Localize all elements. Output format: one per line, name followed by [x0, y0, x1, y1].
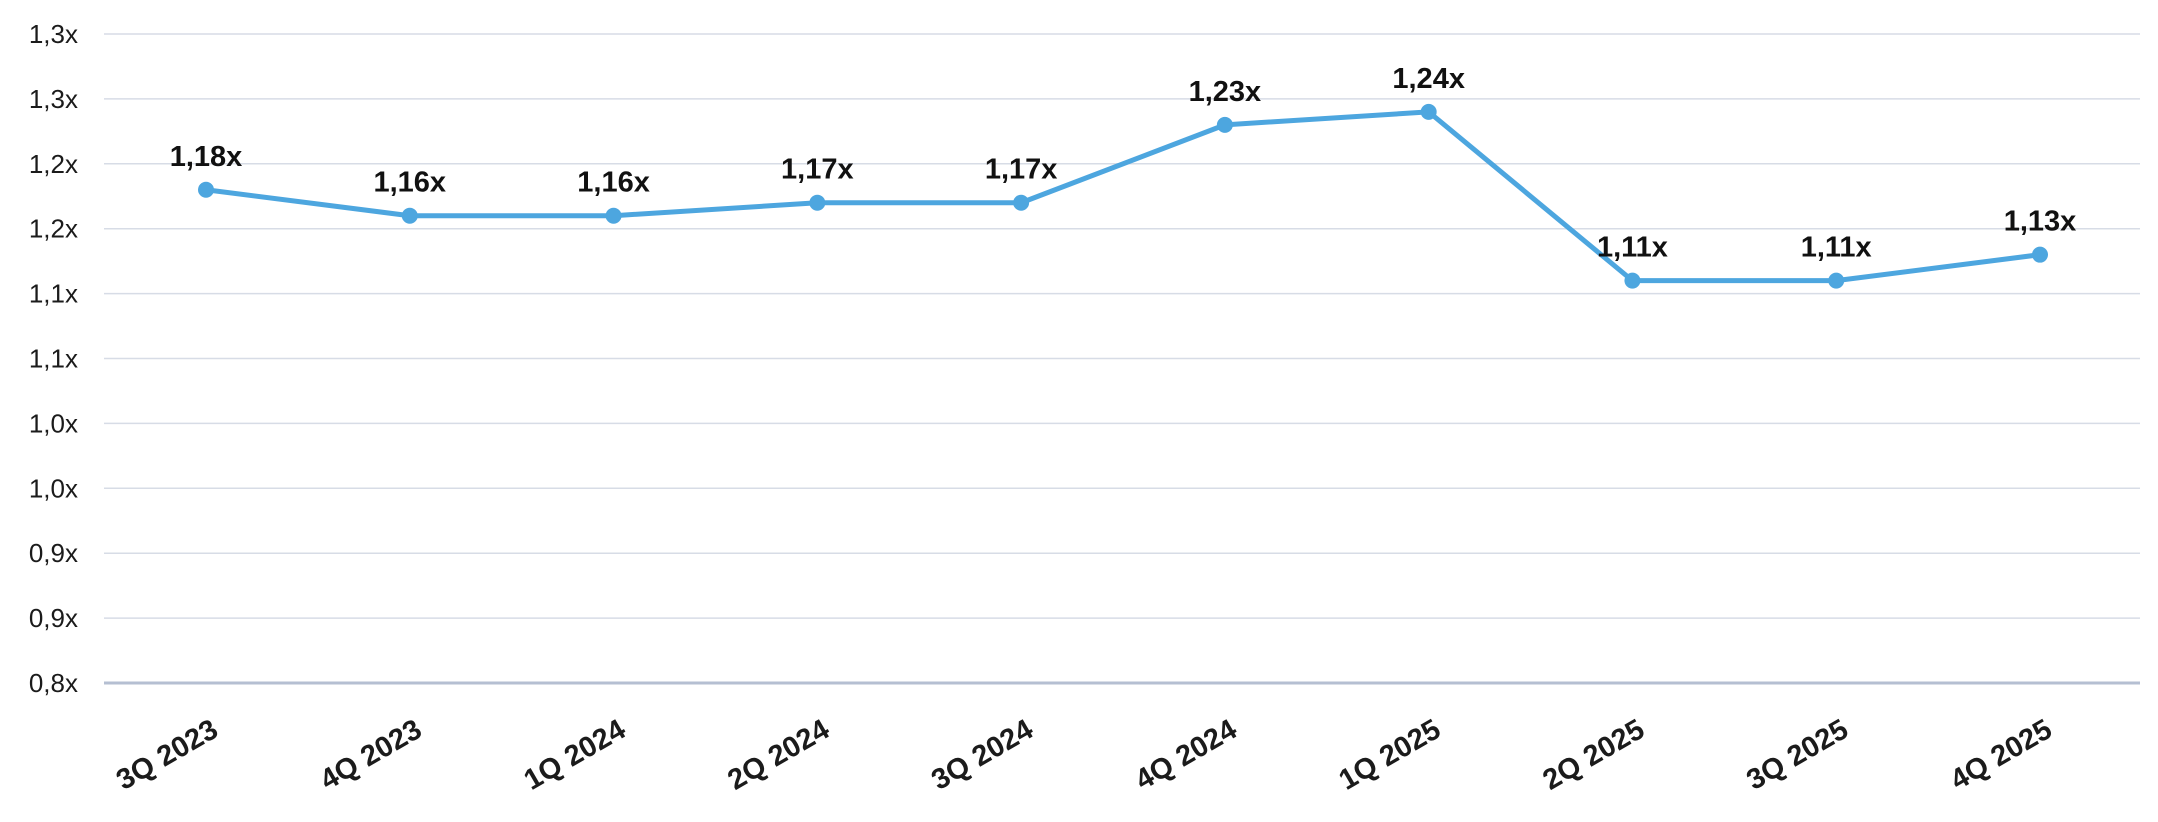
y-tick-label: 1,0x — [29, 473, 78, 503]
data-point — [809, 194, 826, 211]
data-point — [1624, 272, 1641, 289]
y-tick-label: 1,0x — [29, 408, 78, 438]
grid-layer — [104, 33, 2140, 619]
x-tick-label: 2Q 2024 — [722, 713, 834, 796]
y-tick-label: 0,8x — [29, 668, 78, 698]
data-point — [1216, 116, 1233, 133]
x-tick-label: 4Q 2023 — [315, 713, 427, 796]
x-tick-label: 3Q 2025 — [1741, 713, 1853, 796]
axis-layer: 0,8x 0,9x 0,9x 1,0x 1,0x 1,1x 1,1x 1,2x 1,2x 1,3x… — [29, 19, 2140, 797]
data-point — [605, 207, 622, 224]
data-label: 1,18x — [170, 141, 243, 173]
label-layer: 1,18x 1,16x 1,16x 1,17x 1,17x 1,23x 1,24x 1,11x… — [170, 63, 2077, 264]
y-tick-label: 1,1x — [29, 344, 78, 374]
series-line — [203, 109, 2043, 284]
y-tick-label: 0,9x — [29, 538, 78, 568]
x-tick-label: 4Q 2025 — [1945, 713, 2057, 796]
y-tick-label: 1,2x — [29, 149, 78, 179]
y-tick-label: 0,9x — [29, 603, 78, 633]
x-tick-label: 1Q 2024 — [519, 713, 631, 796]
data-label: 1,11x — [1597, 232, 1668, 264]
data-point — [2032, 246, 2048, 263]
data-point — [198, 181, 214, 198]
data-point — [1420, 103, 1437, 120]
data-label: 1,16x — [577, 167, 650, 199]
data-label: 1,11x — [1801, 232, 1872, 264]
data-label: 1,16x — [373, 167, 446, 199]
y-tick-label: 1,3x — [29, 19, 78, 49]
x-tick-label: 3Q 2023 — [111, 713, 223, 796]
data-label: 1,13x — [2004, 206, 2077, 238]
series-layer — [198, 103, 2048, 289]
x-tick-label: 2Q 2025 — [1538, 713, 1650, 796]
data-label: 1,23x — [1189, 76, 1262, 108]
y-tick-label: 1,2x — [29, 214, 78, 244]
y-tick-label: 1,3x — [29, 84, 78, 114]
data-label: 1,17x — [985, 154, 1058, 186]
x-tick-label: 1Q 2025 — [1334, 713, 1446, 796]
y-tick-label: 1,1x — [29, 279, 78, 309]
data-label: 1,24x — [1392, 63, 1465, 95]
data-label: 1,17x — [781, 154, 854, 186]
data-point — [401, 207, 418, 224]
data-point — [1013, 194, 1030, 211]
x-tick-label: 4Q 2024 — [1130, 713, 1242, 796]
x-tick-label: 3Q 2024 — [926, 713, 1038, 796]
data-point — [1828, 272, 1845, 289]
